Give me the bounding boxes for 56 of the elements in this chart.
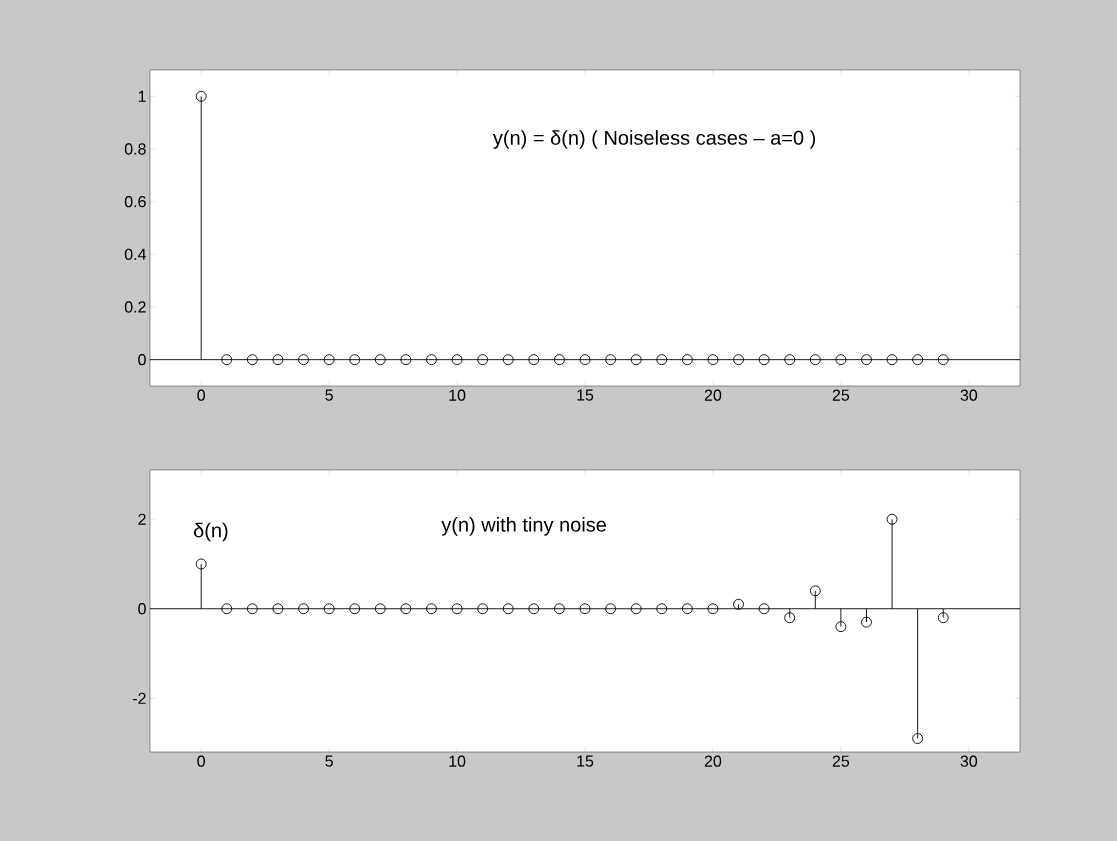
point	[733, 598, 744, 610]
x-tick-label: 10	[449, 389, 466, 401]
point	[681, 603, 693, 615]
point	[707, 603, 719, 615]
point	[886, 513, 898, 525]
x-tick-label: 20	[704, 755, 722, 767]
point	[400, 603, 412, 615]
point	[937, 612, 949, 624]
x-tick-label: 0	[197, 755, 205, 767]
annotation: δ(n)	[193, 522, 228, 542]
point	[579, 603, 591, 615]
point	[528, 603, 540, 615]
y-tick-label: 0.2	[124, 301, 146, 313]
x-tick-label: 15	[577, 389, 594, 401]
annotation: y(n) with tiny noise	[441, 517, 606, 536]
x-tick-label: 0	[197, 389, 205, 401]
point	[221, 603, 233, 615]
x-tick-label: 5	[325, 389, 333, 401]
x-tick-label: 25	[832, 755, 850, 767]
point	[246, 603, 258, 615]
point	[426, 603, 437, 615]
x-tick-label: 20	[704, 389, 722, 401]
point	[630, 603, 642, 615]
x-tick-label: 5	[325, 755, 333, 767]
point	[912, 733, 924, 745]
point	[195, 558, 207, 570]
point	[451, 603, 463, 615]
y-tick-label: -2	[132, 692, 146, 704]
x-tick-label: 15	[577, 755, 594, 767]
point	[861, 616, 872, 628]
point	[374, 603, 386, 615]
x-tick-label: 25	[832, 389, 850, 401]
point	[758, 603, 770, 615]
point	[809, 585, 821, 597]
y-tick-label: 0	[138, 354, 146, 366]
point	[835, 621, 847, 633]
y-tick-label: 2	[138, 513, 146, 525]
point	[349, 603, 361, 615]
point	[272, 603, 284, 615]
y-tick-label: 0.4	[124, 248, 146, 260]
point	[502, 603, 514, 615]
x-tick-label: 10	[449, 755, 466, 767]
point	[298, 603, 309, 615]
point	[605, 603, 617, 615]
y-tick-label: 0.8	[124, 143, 146, 155]
annotation: y(n) = δ(n) ( Noiseless cases – a=0 )	[492, 130, 816, 149]
y-tick-label: 0.6	[124, 196, 146, 208]
point	[323, 603, 335, 615]
x-tick-label: 30	[960, 389, 978, 401]
point	[784, 612, 796, 624]
y-tick-label: 0	[138, 603, 146, 615]
point	[656, 603, 668, 615]
y-tick-label: 1	[138, 90, 146, 102]
x-tick-label: 30	[960, 755, 978, 767]
point	[553, 603, 565, 615]
point	[477, 603, 489, 615]
